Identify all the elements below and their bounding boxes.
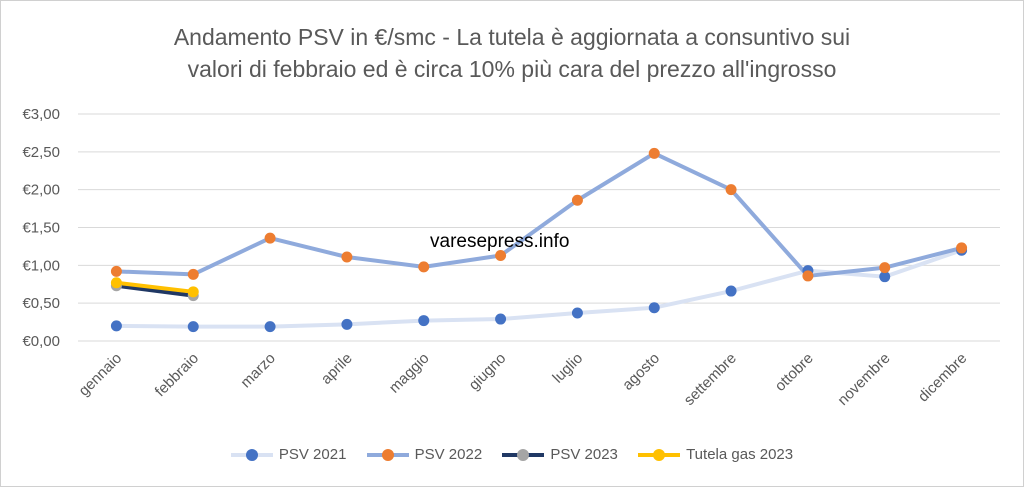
data-point-psv-2021-luglio bbox=[571, 307, 583, 319]
y-tick-label: €0,50 bbox=[22, 295, 60, 312]
data-point-psv-2022-marzo bbox=[264, 232, 276, 244]
legend-label-tutela-gas-2023: Tutela gas 2023 bbox=[686, 446, 794, 463]
data-point-psv-2022-ottobre bbox=[802, 270, 814, 282]
y-axis-labels: €0,00 €0,50 €1,00 €1,50 €2,00 €2,50 €3,00 bbox=[22, 106, 60, 350]
x-axis-labels: gennaio febbraio marzo aprile maggio giugno lu… bbox=[75, 350, 970, 409]
data-point-psv-2021-agosto bbox=[648, 302, 660, 314]
x-tick-label-novembre: novembre bbox=[834, 350, 893, 409]
data-point-psv-2022-dicembre bbox=[956, 242, 968, 254]
x-tick-label-maggio: maggio bbox=[386, 350, 433, 397]
x-tick-label-luglio: luglio bbox=[549, 350, 586, 387]
y-tick-label: €1,50 bbox=[22, 220, 60, 237]
data-point-psv-2022-luglio bbox=[571, 194, 583, 206]
y-tick-label: €0,00 bbox=[22, 333, 60, 350]
data-point-psv-2022-giugno bbox=[495, 249, 507, 261]
series-line-psv-2023 bbox=[114, 283, 196, 298]
data-point-psv-2021-marzo bbox=[264, 321, 276, 333]
legend-item-psv-2021: PSV 2021 bbox=[230, 446, 347, 463]
series-line-tutela-gas-2023 bbox=[114, 280, 196, 294]
legend-label-psv-2022: PSV 2022 bbox=[414, 446, 483, 463]
data-point-tutela-gas-2023-gennaio bbox=[110, 277, 122, 289]
legend-item-psv-2022: PSV 2022 bbox=[366, 446, 483, 463]
series-line-psv-2021 bbox=[114, 248, 964, 329]
legend-swatch-psv-2022 bbox=[366, 448, 409, 461]
data-point-psv-2021-settembre bbox=[725, 285, 737, 297]
y-tick-label: €2,50 bbox=[22, 144, 60, 161]
data-point-psv-2022-settembre bbox=[725, 184, 737, 196]
data-point-psv-2022-agosto bbox=[648, 147, 660, 159]
x-tick-label-febbraio: febbraio bbox=[152, 350, 202, 400]
data-point-tutela-gas-2023-febbraio bbox=[187, 286, 199, 298]
series-lines bbox=[114, 151, 964, 329]
x-tick-label-agosto: agosto bbox=[619, 350, 663, 394]
data-point-psv-2021-giugno bbox=[495, 313, 507, 325]
x-tick-label-ottobre: ottobre bbox=[772, 350, 817, 395]
y-tick-label: €2,00 bbox=[22, 182, 60, 199]
legend-label-psv-2023: PSV 2023 bbox=[550, 446, 618, 463]
chart-title-line-1: Andamento PSV in €/smc - La tutela è agg… bbox=[173, 24, 851, 50]
x-tick-label-marzo: marzo bbox=[237, 350, 278, 391]
legend-swatch-tutela-gas-2023 bbox=[638, 448, 681, 461]
data-point-psv-2021-gennaio bbox=[110, 320, 122, 332]
data-point-psv-2021-aprile bbox=[341, 318, 353, 330]
legend-item-tutela-gas-2023: Tutela gas 2023 bbox=[638, 446, 793, 463]
legend-swatch-psv-2021 bbox=[230, 448, 273, 461]
data-point-psv-2022-novembre bbox=[879, 262, 891, 274]
data-point-psv-2021-novembre bbox=[879, 271, 891, 283]
legend-item-psv-2023: PSV 2023 bbox=[502, 446, 618, 463]
x-tick-label-giugno: giugno bbox=[466, 350, 510, 394]
y-tick-label: €3,00 bbox=[22, 106, 60, 123]
series-markers bbox=[110, 147, 968, 333]
series-line-psv-2022 bbox=[114, 151, 964, 278]
data-point-psv-2022-maggio bbox=[418, 261, 430, 273]
data-point-psv-2022-febbraio bbox=[187, 268, 199, 280]
legend-swatch-psv-2023 bbox=[502, 448, 545, 461]
y-tick-label: €1,00 bbox=[22, 257, 60, 274]
data-point-psv-2022-gennaio bbox=[110, 265, 122, 277]
data-point-psv-2022-aprile bbox=[341, 251, 353, 263]
watermark-text: varesepress.info bbox=[430, 231, 570, 252]
x-tick-label-aprile: aprile bbox=[318, 350, 356, 388]
chart-legend: PSV 2021 PSV 2022 PSV 2023 Tutela gas 20… bbox=[0, 446, 1024, 465]
x-tick-label-gennaio: gennaio bbox=[75, 350, 125, 400]
data-point-psv-2021-febbraio bbox=[187, 321, 199, 333]
data-point-psv-2021-maggio bbox=[418, 315, 430, 327]
x-tick-label-settembre: settembre bbox=[681, 350, 740, 409]
legend-label-psv-2021: PSV 2021 bbox=[278, 446, 347, 463]
x-tick-label-dicembre: dicembre bbox=[915, 350, 971, 406]
chart-title-line-2: valori di febbraio ed è circa 10% più ca… bbox=[187, 56, 837, 82]
